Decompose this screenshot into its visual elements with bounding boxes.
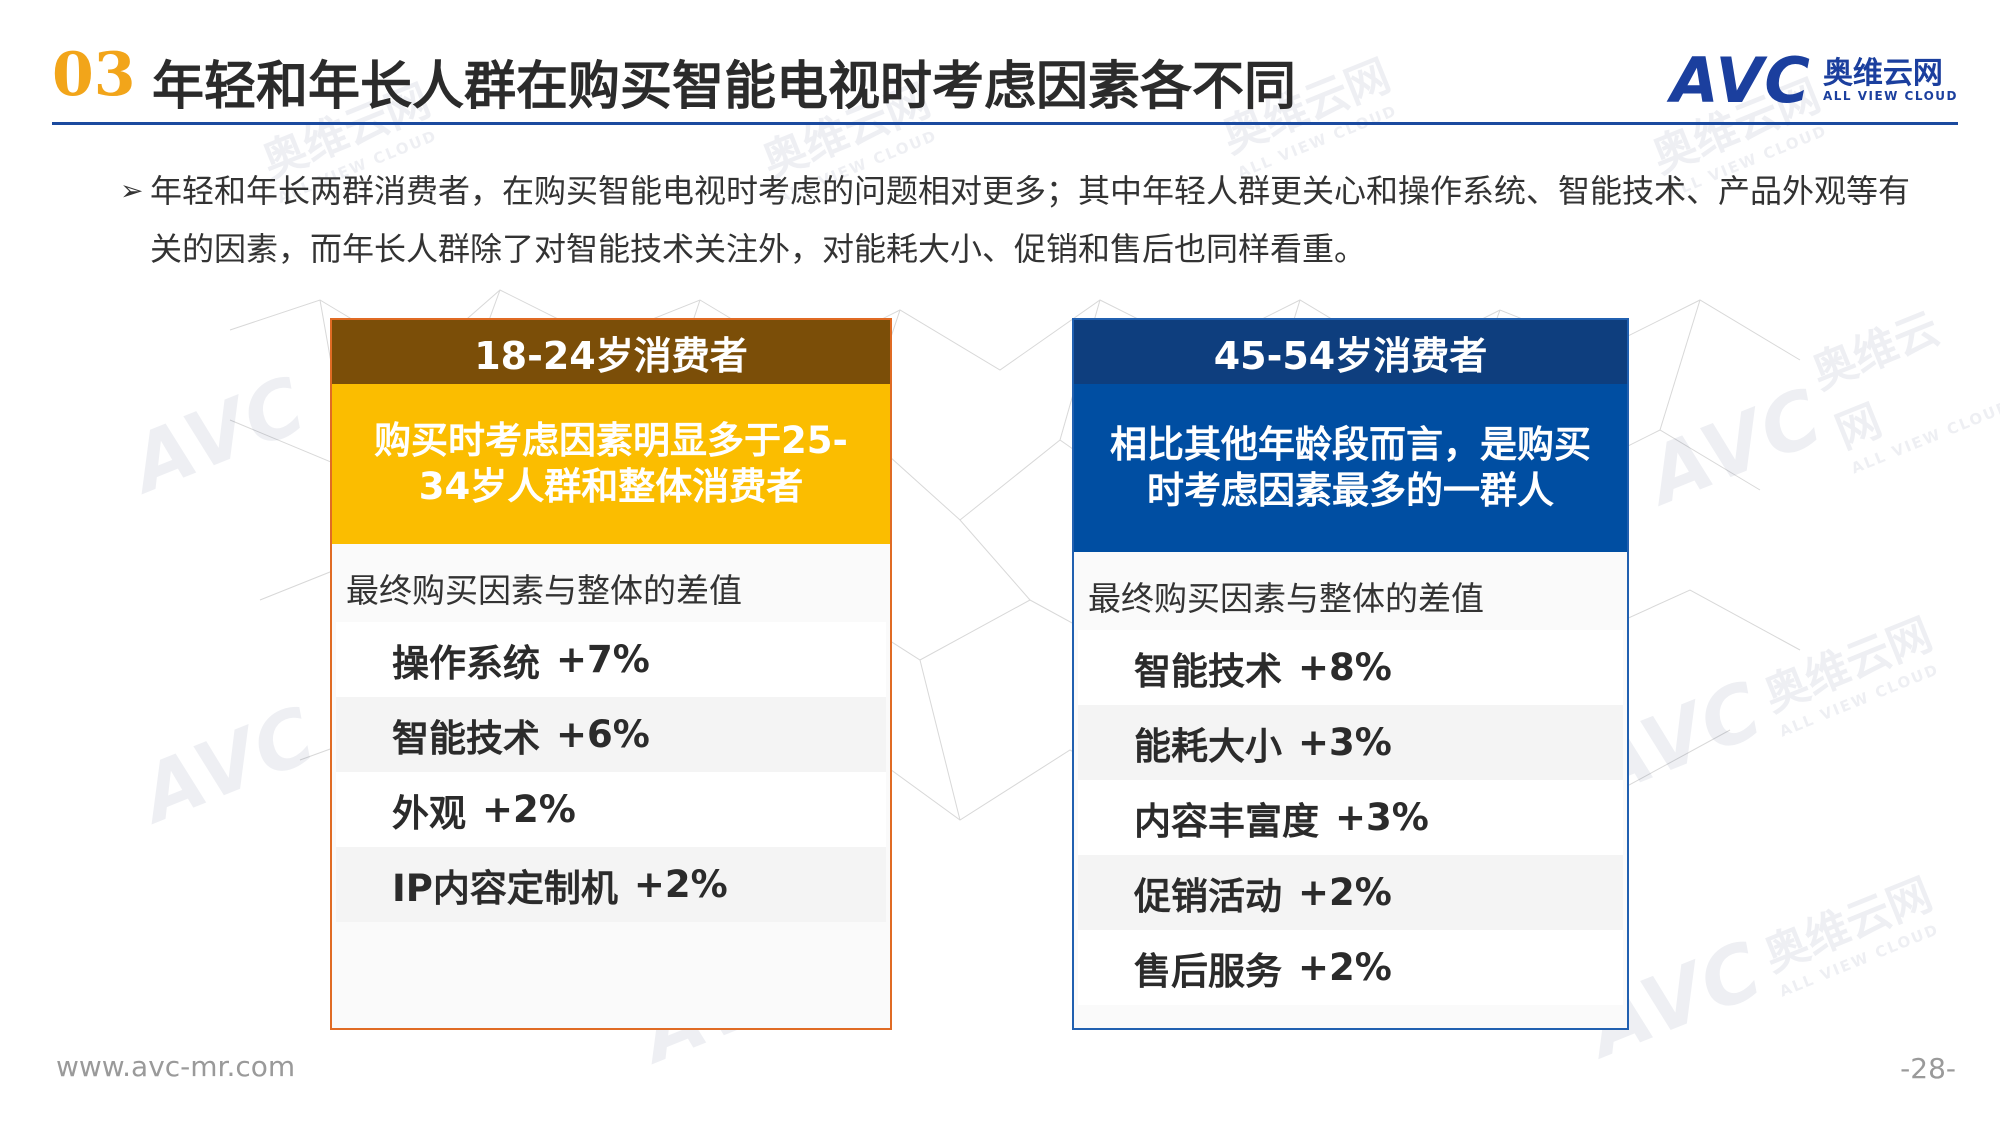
factor-row: 促销活动 +2%	[1078, 855, 1623, 930]
factor-row: 外观 +2%	[336, 772, 886, 847]
card-45-54: 45-54岁消费者 相比其他年龄段而言，是购买时考虑因素最多的一群人 最终购买因…	[1072, 318, 1629, 1030]
footer-url: www.avc-mr.com	[56, 1050, 296, 1083]
factor-value: +2%	[1298, 946, 1392, 989]
factor-value: +2%	[1298, 871, 1392, 914]
logo-name-cn: 奥维云网	[1822, 56, 1943, 92]
factor-value: +2%	[482, 788, 576, 831]
logo-mark: AVC	[1670, 44, 1811, 117]
intro-paragraph: ➢ 年轻和年长两群消费者，在购买智能电视时考虑的问题相对更多；其中年轻人群更关心…	[120, 162, 1940, 278]
factor-name: 能耗大小	[1134, 724, 1282, 768]
factor-name: 智能技术	[392, 716, 540, 760]
diff-label: 最终购买因素与整体的差值	[346, 571, 742, 610]
factor-row: 售后服务 +2%	[1078, 930, 1623, 1005]
factor-list: 操作系统 +7% 智能技术 +6% 外观 +2% IP内容定制机 +2%	[332, 622, 890, 922]
factor-row: 智能技术 +6%	[336, 697, 886, 772]
slide-header: 03 年轻和年长人群在购买智能电视时考虑因素各不同 AVC 奥维云网 ALL V…	[52, 34, 1958, 122]
brand-logo: AVC 奥维云网 ALL VIEW CLOUD	[1671, 44, 1958, 117]
factor-name: 外观	[392, 791, 466, 835]
card-18-24: 18-24岁消费者 购买时考虑因素明显多于25-34岁人群和整体消费者 最终购买…	[330, 318, 892, 1030]
factor-row: 能耗大小 +3%	[1078, 705, 1623, 780]
logo-name-en: ALL VIEW CLOUD	[1822, 88, 1958, 103]
card-title: 45-54岁消费者	[1074, 320, 1627, 384]
factor-name: 智能技术	[1134, 649, 1282, 693]
section-number: 03	[52, 40, 136, 110]
factor-value: +3%	[1335, 796, 1429, 839]
factor-value: +3%	[1298, 721, 1392, 764]
card-subtitle: 相比其他年龄段而言，是购买时考虑因素最多的一群人	[1074, 384, 1627, 552]
page-number: -28-	[1900, 1052, 1956, 1085]
bullet-arrow-icon: ➢	[120, 174, 144, 207]
diff-label: 最终购买因素与整体的差值	[1088, 579, 1484, 618]
factor-name: IP内容定制机	[392, 866, 618, 910]
factor-value: +6%	[556, 713, 650, 756]
intro-text: 年轻和年长两群消费者，在购买智能电视时考虑的问题相对更多；其中年轻人群更关心和操…	[150, 172, 1911, 268]
factor-list: 智能技术 +8% 能耗大小 +3% 内容丰富度 +3% 促销活动 +2% 售后服…	[1074, 630, 1627, 1005]
factor-value: +8%	[1298, 646, 1392, 689]
factor-value: +7%	[556, 638, 650, 681]
page-title: 年轻和年长人群在购买智能电视时考虑因素各不同	[152, 57, 1297, 117]
factor-name: 售后服务	[1134, 949, 1282, 993]
factor-row: 智能技术 +8%	[1078, 630, 1623, 705]
card-subtitle: 购买时考虑因素明显多于25-34岁人群和整体消费者	[332, 384, 890, 544]
factor-name: 促销活动	[1134, 874, 1282, 918]
factor-row: 操作系统 +7%	[336, 622, 886, 697]
factor-value: +2%	[633, 863, 728, 906]
factor-row: 内容丰富度 +3%	[1078, 780, 1623, 855]
factor-name: 内容丰富度	[1134, 799, 1319, 843]
factor-row: IP内容定制机 +2%	[336, 847, 886, 922]
header-divider	[52, 122, 1958, 125]
factor-name: 操作系统	[392, 641, 540, 685]
card-title: 18-24岁消费者	[332, 320, 890, 384]
